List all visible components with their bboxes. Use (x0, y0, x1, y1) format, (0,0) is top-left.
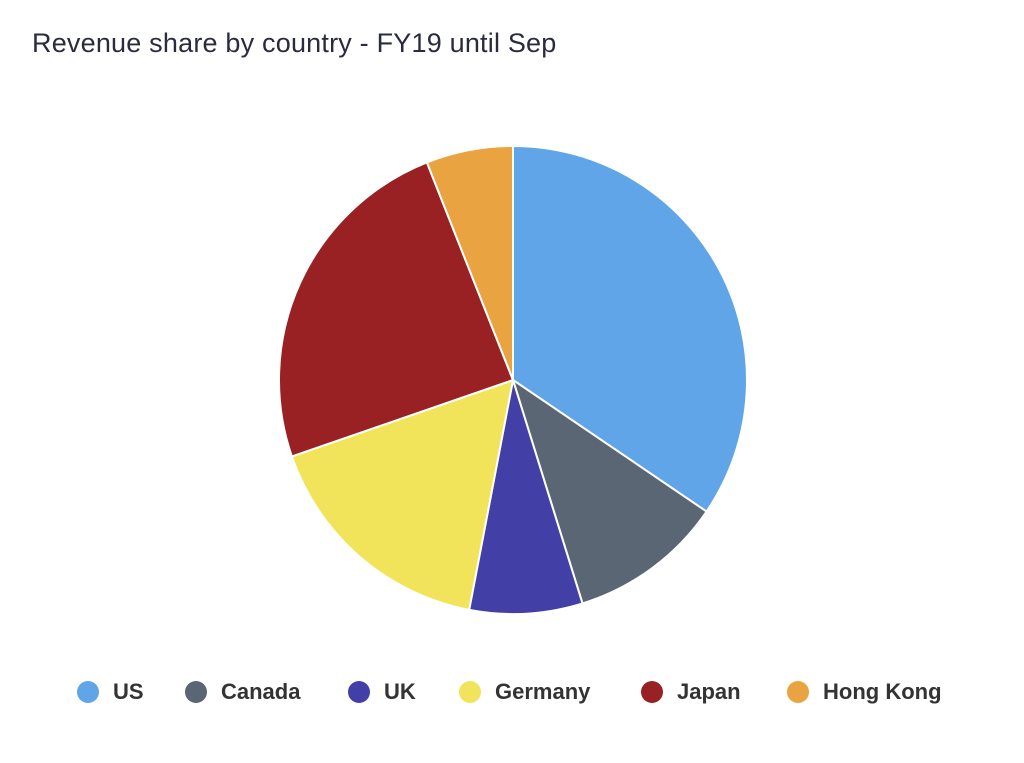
chart-title: Revenue share by country - FY19 until Se… (32, 28, 557, 58)
legend-swatch (459, 681, 481, 703)
legend-label: Canada (221, 679, 301, 704)
legend-item-us[interactable]: US (77, 674, 144, 710)
legend-label: Japan (677, 679, 741, 704)
pie-slice-us[interactable] (512, 145, 749, 513)
legend-label: Germany (495, 679, 591, 704)
legend-item-canada[interactable]: Canada (185, 674, 300, 710)
legend-swatch (77, 681, 99, 703)
legend: US Canada UK Germany Japan Hong Kong (0, 674, 1024, 710)
legend-swatch (787, 681, 809, 703)
legend-swatch (641, 681, 663, 703)
legend-item-japan[interactable]: Japan (641, 674, 741, 710)
legend-label: UK (384, 679, 416, 704)
legend-item-hong-kong[interactable]: Hong Kong (787, 674, 942, 710)
legend-label: Hong Kong (823, 679, 942, 704)
pie-slice-hong-kong[interactable] (425, 145, 514, 381)
pie-slice-japan[interactable] (278, 161, 514, 458)
pie-slice-canada[interactable] (512, 379, 708, 605)
legend-label: US (113, 679, 144, 704)
legend-item-germany[interactable]: Germany (459, 674, 590, 710)
legend-item-uk[interactable]: UK (348, 674, 416, 710)
pie-slice-uk[interactable] (468, 379, 584, 615)
legend-swatch (185, 681, 207, 703)
legend-swatch (348, 681, 370, 703)
